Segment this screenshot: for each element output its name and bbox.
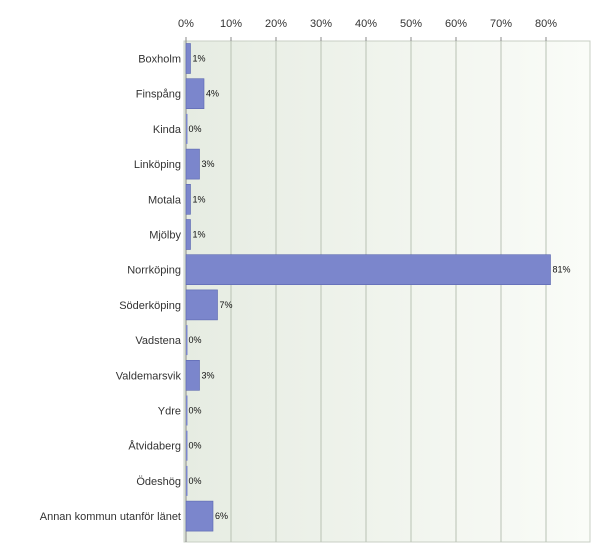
- category-label: Söderköping: [119, 300, 181, 312]
- plot-background: [183, 40, 591, 543]
- bar: [185, 289, 218, 321]
- bar: [185, 184, 191, 215]
- bar-value-label: 3%: [202, 370, 215, 380]
- bar: [185, 359, 200, 391]
- x-tick-label: 80%: [535, 18, 557, 30]
- bar: [186, 430, 188, 461]
- x-tick-label: 70%: [490, 18, 512, 30]
- bar: [185, 148, 200, 180]
- bar-value-label: 7%: [220, 300, 233, 310]
- category-label: Ödeshög: [136, 476, 181, 488]
- bar: [186, 465, 188, 496]
- bar: [186, 395, 188, 426]
- bar-value-label: 1%: [193, 54, 206, 64]
- bar: [185, 78, 205, 109]
- category-label: Norrköping: [127, 265, 181, 277]
- category-label: Annan kommun utanför länet: [40, 511, 181, 523]
- x-tick-label: 60%: [445, 18, 467, 30]
- category-labels: Boxholm Finspång Kinda Linköping Motala Mjölb…: [40, 54, 182, 524]
- category-label: Boxholm: [138, 54, 181, 66]
- bar-value-label: 0%: [189, 124, 202, 134]
- x-tick-label: 40%: [355, 18, 377, 30]
- category-label: Motala: [148, 194, 182, 206]
- category-label: Ydre: [158, 406, 181, 418]
- x-tick-label: 30%: [310, 18, 332, 30]
- bar: [185, 254, 551, 285]
- bar: [185, 43, 191, 74]
- category-label: Linköping: [134, 159, 181, 171]
- x-tick-label: 20%: [265, 18, 287, 30]
- bar-value-label: 1%: [193, 194, 206, 204]
- category-label: Vadstena: [135, 335, 182, 347]
- x-tick-label: 10%: [220, 18, 242, 30]
- bar-value-label: 1%: [193, 230, 206, 240]
- bar-value-label: 0%: [189, 441, 202, 451]
- bar-value-label: 3%: [202, 159, 215, 169]
- bar: [186, 113, 188, 144]
- bar-value-label: 81%: [553, 265, 571, 275]
- category-label: Valdemarsvik: [116, 370, 182, 382]
- bar: [185, 500, 214, 532]
- bars: 1% 4% 0% 3% 1% 1% 81% 7% 0% 3% 0% 0% 0% 6%: [185, 43, 571, 532]
- x-axis-ticks: 0% 10% 20% 30% 40% 50% 60% 70% 80%: [178, 18, 557, 41]
- category-label: Finspång: [136, 89, 181, 101]
- category-label: Mjölby: [149, 230, 181, 242]
- category-label: Kinda: [153, 124, 182, 136]
- bar: [185, 219, 191, 250]
- x-tick-label: 50%: [400, 18, 422, 30]
- bar-value-label: 0%: [189, 406, 202, 416]
- x-tick-label: 0%: [178, 18, 194, 30]
- bar-value-label: 0%: [189, 335, 202, 345]
- bar-value-label: 0%: [189, 476, 202, 486]
- bar-value-label: 6%: [215, 511, 228, 521]
- bar-value-label: 4%: [206, 89, 219, 99]
- category-label: Åtvidaberg: [128, 440, 181, 453]
- bar: [186, 325, 188, 356]
